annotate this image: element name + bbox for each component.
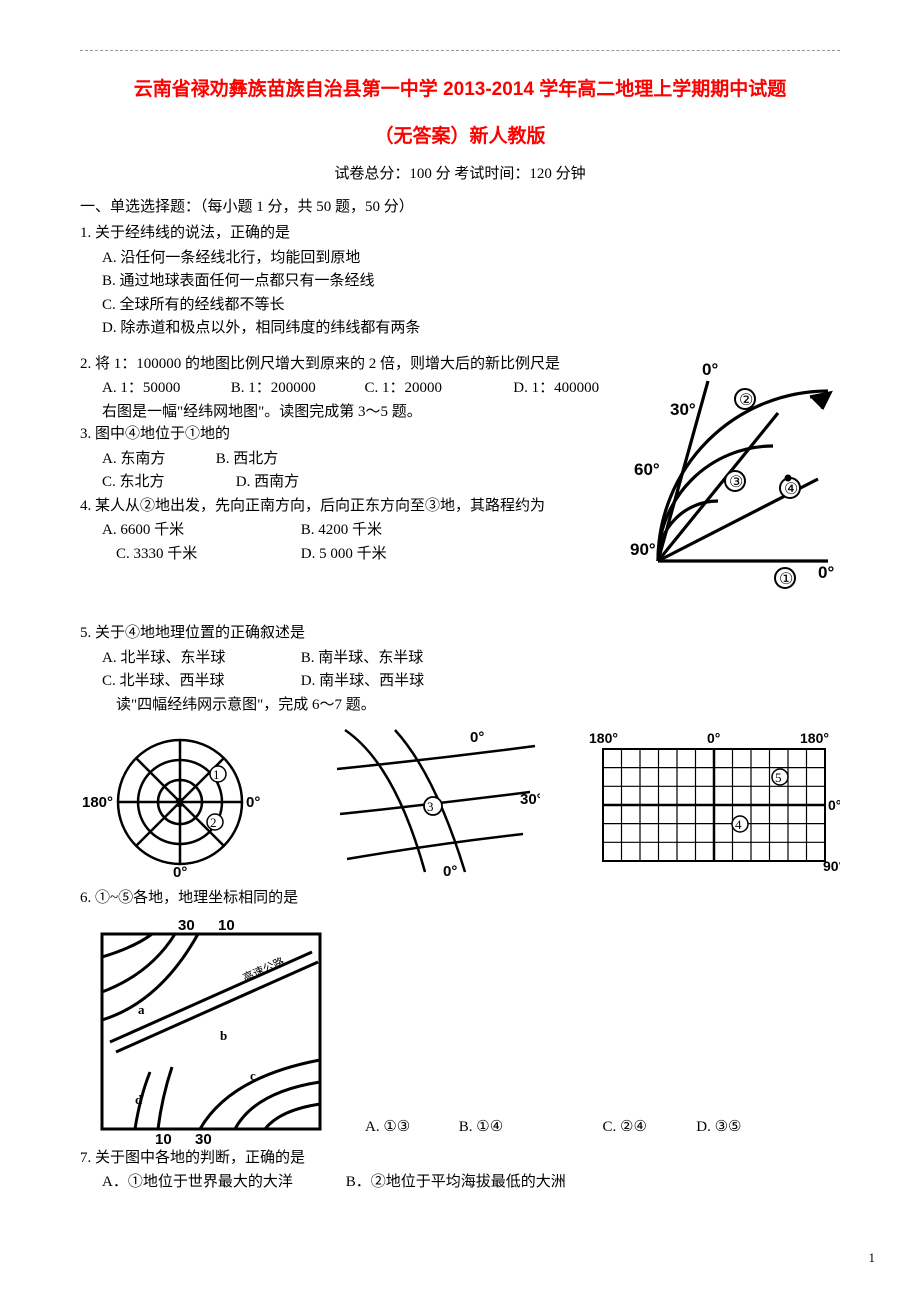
q1-opt-d: D. 除赤道和极点以外，相同纬度的纬线都有两条 [80,317,840,340]
svg-text:③: ③ [729,474,743,491]
q7-stem: 7. 关于图中各地的判断，正确的是 [80,1147,840,1170]
figure-contour-icon: 30 10 10 30 a b c d 高速公路 [80,912,340,1147]
svg-text:d: d [135,1092,143,1107]
q2-opt-c: C. 1：20000 [365,377,510,400]
q6-opt-b: B. ①④ [459,1116,599,1139]
q1-opt-a: A. 沿任何一条经线北行，均能回到原地 [80,247,840,270]
svg-text:2: 2 [210,815,217,830]
svg-text:180°: 180° [82,794,113,811]
figure-globe-grid: 0° 30° 60° 90° 0° ② ③ ④ ① [630,353,840,611]
q3-opt-c: C. 东北方 [102,471,232,494]
doc-subtitle: （无答案）新人教版 [80,123,840,152]
q7-opt-b: B．②地位于平均海拔最低的大洲 [346,1171,566,1194]
q2-opt-b: B. 1：200000 [231,377,361,400]
q5-opt-a: A. 北半球、东半球 [102,647,297,670]
svg-text:a: a [138,1002,145,1017]
svg-text:1: 1 [213,767,220,782]
page-number: 1 [869,1248,876,1268]
svg-text:30: 30 [178,917,195,934]
svg-text:c: c [250,1068,256,1083]
q6-opts: A. ①③ B. ①④ C. ②④ D. ③⑤ [365,1116,741,1147]
svg-text:0°: 0° [470,729,484,746]
q6-stem: 6. ①~⑤各地，地理坐标相同的是 [80,887,840,910]
svg-text:4: 4 [735,817,742,832]
figure-polar-icon: 180° 0° 0° S 1 2 [80,724,280,879]
q5-note: 读"四幅经纬网示意图"，完成 6～7 题。 [80,694,840,717]
q4-opt-b: B. 4200 千米 [301,519,382,542]
section-header: 一、单选选择题：（每小题 1 分，共 50 题，50 分） [80,196,840,219]
svg-text:30: 30 [195,1131,212,1147]
svg-text:3: 3 [427,799,434,814]
svg-text:S: S [175,795,184,810]
svg-text:①: ① [779,571,793,588]
svg-text:90°: 90° [630,540,656,559]
svg-text:0°: 0° [818,563,834,582]
svg-text:0°: 0° [702,360,718,379]
figure-rect-grid-icon: 180° 0° 180° 0° 90° 5 4 [585,727,840,877]
figures-row: 180° 0° 0° S 1 2 0° 30° 0° 3 [80,724,840,879]
svg-text:60°: 60° [634,460,660,479]
q5-opt-b: B. 南半球、东半球 [301,647,424,670]
q4-opt-d: D. 5 000 千米 [301,543,387,566]
figure-oblique-icon: 0° 30° 0° 3 [325,724,540,879]
q2-opt-d: D. 1：400000 [513,377,599,400]
svg-text:180°: 180° [800,730,829,746]
svg-text:180°: 180° [589,730,618,746]
svg-text:30°: 30° [670,400,696,419]
q3-opt-d: D. 西南方 [236,471,299,494]
q1-stem: 1. 关于经纬线的说法，正确的是 [80,222,840,245]
svg-text:0°: 0° [707,730,720,746]
svg-text:30°: 30° [520,791,540,808]
svg-text:④: ④ [784,481,798,498]
q5-opts-ab: A. 北半球、东半球 B. 南半球、东半球 [80,647,840,670]
q3-opt-b: B. 西北方 [216,448,279,471]
top-rule [80,50,840,51]
q6-opt-c: C. ②④ [603,1116,693,1139]
svg-text:5: 5 [775,770,782,785]
q4-opt-c: C. 3330 千米 [116,543,297,566]
q2-opt-a: A. 1：50000 [102,377,227,400]
q7-opts: A．①地位于世界最大的大洋 B．②地位于平均海拔最低的大洲 [80,1171,840,1194]
svg-text:b: b [220,1028,227,1043]
svg-text:10: 10 [155,1131,172,1147]
q1-opt-c: C. 全球所有的经线都不等长 [80,294,840,317]
q3-opt-a: A. 东南方 [102,448,212,471]
q5-stem: 5. 关于④地地理位置的正确叙述是 [80,622,840,645]
svg-text:0°: 0° [246,794,260,811]
q5-opts-cd: C. 北半球、西半球 D. 南半球、西半球 [80,670,840,693]
q5-opt-d: D. 南半球、西半球 [301,670,424,693]
doc-title: 云南省禄劝彝族苗族自治县第一中学 2013-2014 学年高二地理上学期期中试题 [80,76,840,105]
svg-text:0°: 0° [173,864,187,879]
svg-text:10: 10 [218,917,235,934]
q4-opt-a: A. 6600 千米 [102,519,297,542]
q5-opt-c: C. 北半球、西半球 [102,670,297,693]
q6-opt-a: A. ①③ [365,1116,455,1139]
q7-opt-a: A．①地位于世界最大的大洋 [102,1171,342,1194]
svg-text:②: ② [739,392,753,409]
svg-text:90°: 90° [823,858,840,874]
svg-text:0°: 0° [443,863,457,879]
exam-info: 试卷总分：100 分 考试时间：120 分钟 [80,163,840,186]
svg-text:0°: 0° [828,797,840,813]
q1-opt-b: B. 通过地球表面任何一点都只有一条经线 [80,270,840,293]
q6-opt-d: D. ③⑤ [696,1116,741,1139]
